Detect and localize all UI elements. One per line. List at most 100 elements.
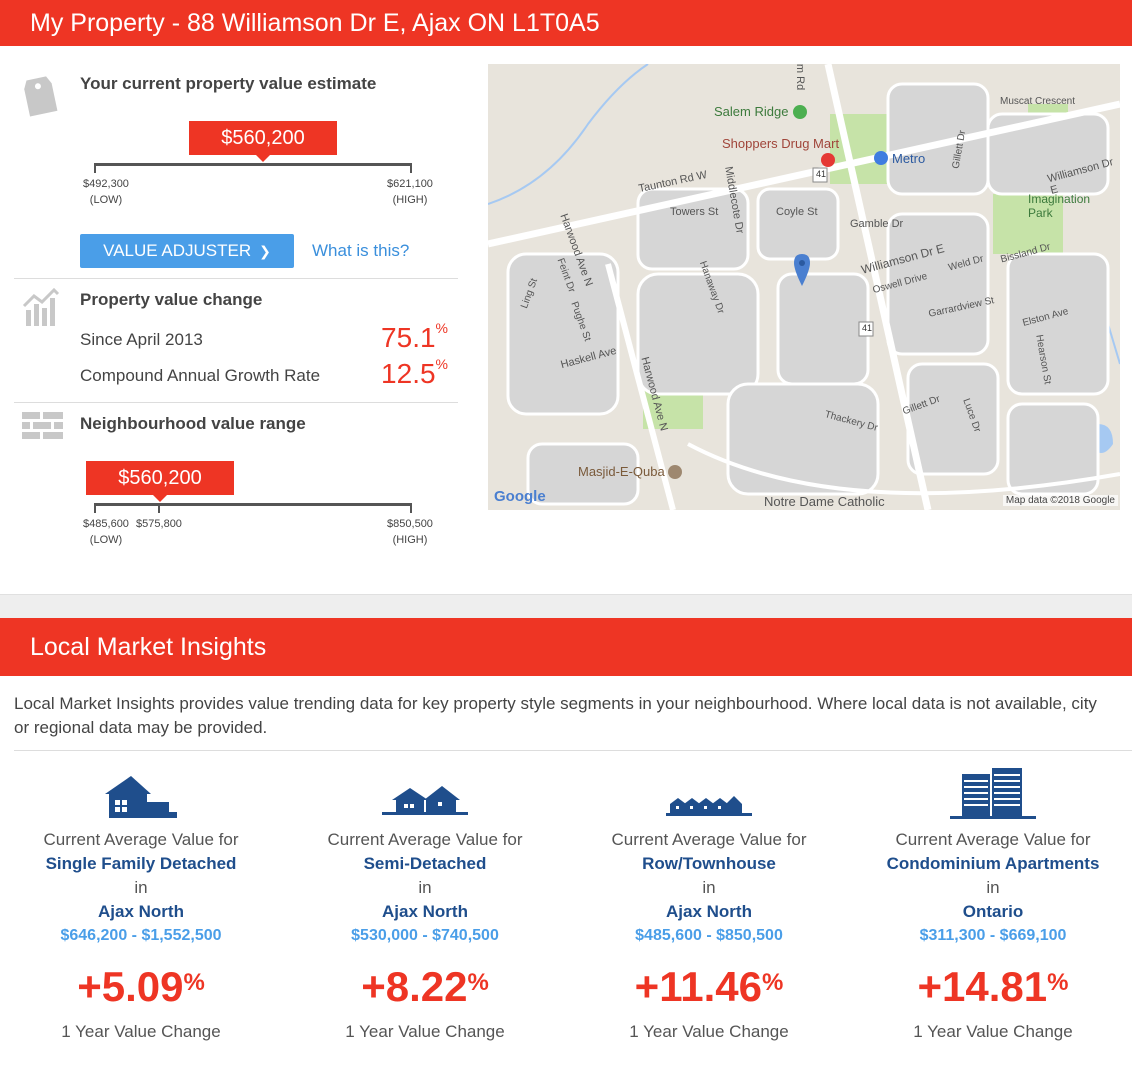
map-canvas[interactable] bbox=[488, 64, 1120, 510]
neighbourhood-value-bubble: $560,200 bbox=[86, 461, 234, 502]
property-map[interactable]: Salem Ridge em Rd Shoppers Drug Mart Met… bbox=[488, 64, 1120, 510]
neighbourhood-value: $560,200 bbox=[118, 467, 202, 489]
insight-prefix: Current Average Value for bbox=[43, 830, 239, 849]
estimate-value-bubble: $560,200 bbox=[189, 121, 337, 162]
insights-header: Local Market Insights bbox=[0, 618, 1132, 676]
divider bbox=[14, 750, 1132, 751]
value-change-title: Property value change bbox=[80, 290, 263, 309]
page-header: My Property - 88 Williamson Dr E, Ajax O… bbox=[0, 0, 1132, 46]
map-road-taunton bbox=[488, 100, 1120, 248]
map-label: 41 bbox=[862, 323, 873, 333]
estimate-high-tag: (HIGH) bbox=[392, 194, 428, 206]
page-title: My Property - 88 Williamson Dr E, Ajax O… bbox=[30, 8, 600, 37]
neighbourhood-low-value: $485,600 bbox=[83, 518, 129, 530]
insight-area: Ajax North bbox=[382, 902, 468, 921]
insight-type: Semi-Detached bbox=[363, 854, 487, 873]
insight-prefix: Current Average Value for bbox=[611, 830, 807, 849]
insight-prefix: Current Average Value for bbox=[327, 830, 523, 849]
insight-range: $646,200 - $1,552,500 bbox=[60, 927, 222, 944]
insight-change-label: 1 Year Value Change bbox=[629, 1022, 789, 1041]
insight-area: Ajax North bbox=[98, 902, 184, 921]
insights-title: Local Market Insights bbox=[30, 632, 267, 661]
map-blocks bbox=[506, 82, 1110, 506]
neighbourhood-low-label: $485,600 (LOW) bbox=[76, 516, 136, 548]
single-family-house-icon bbox=[105, 776, 177, 818]
section-divider bbox=[0, 594, 1132, 618]
insight-card-semi-detached: Current Average Value for Semi-Detached … bbox=[290, 760, 560, 1042]
map-attribution[interactable]: Map data ©2018 Google bbox=[1002, 495, 1118, 506]
map-park bbox=[993, 194, 1063, 254]
cagr-label: Compound Annual Growth Rate bbox=[80, 366, 321, 385]
map-road-41 bbox=[824, 64, 932, 510]
insight-change: +14.81% bbox=[917, 963, 1069, 1010]
map-route-41-marker bbox=[858, 321, 874, 337]
insight-in: in bbox=[418, 878, 432, 897]
map-road bbox=[687, 442, 1120, 496]
map-label: Towers St bbox=[670, 206, 719, 218]
growth-chart-icon bbox=[22, 288, 60, 326]
estimate-title: Your current property value estimate bbox=[80, 74, 377, 93]
map-stream bbox=[488, 64, 649, 205]
neighbourhood-mid-tick bbox=[158, 503, 160, 513]
insight-type: Condominium Apartments bbox=[886, 854, 1100, 873]
price-tag-icon bbox=[24, 76, 58, 117]
insight-range: $485,600 - $850,500 bbox=[635, 927, 783, 944]
neighbourhood-high-tick bbox=[410, 503, 412, 513]
map-label: Muscat Crescent bbox=[1000, 96, 1076, 107]
insight-change: +8.22% bbox=[361, 963, 489, 1010]
map-label: 41 bbox=[816, 169, 827, 179]
neighbourhood-high-tag: (HIGH) bbox=[392, 534, 428, 546]
map-label: Shoppers Drug Mart bbox=[722, 136, 840, 151]
map-road-harwood bbox=[605, 263, 676, 510]
estimate-low-label: $492,300 (LOW) bbox=[76, 176, 136, 208]
insight-type: Single Family Detached bbox=[45, 854, 237, 873]
estimate-high-value: $621,100 bbox=[387, 178, 433, 190]
map-poi-shop-icon[interactable] bbox=[874, 151, 888, 165]
since-label: Since April 2013 bbox=[80, 330, 203, 349]
map-label: Metro bbox=[892, 151, 926, 166]
neighbourhood-title: Neighbourhood value range bbox=[80, 414, 306, 433]
estimate-range-slider bbox=[94, 163, 412, 166]
map-route-41-marker bbox=[812, 167, 828, 183]
insight-card-townhouse: Current Average Value for Row/Townhouse … bbox=[574, 760, 844, 1042]
insight-in: in bbox=[986, 878, 1000, 897]
map-poi-pharmacy-icon[interactable] bbox=[821, 153, 835, 167]
map-poi-mosque-icon[interactable] bbox=[668, 465, 682, 479]
map-poi-park-icon[interactable] bbox=[793, 105, 807, 119]
map-label: em Rd bbox=[794, 64, 807, 91]
estimate-high-tick bbox=[410, 163, 412, 173]
map-label: Salem Ridge bbox=[714, 104, 789, 119]
neighbourhood-high-value: $850,500 bbox=[387, 518, 433, 530]
townhouse-icon bbox=[666, 796, 752, 816]
value-adjuster-button[interactable]: VALUE ADJUSTER ❯ bbox=[80, 234, 294, 268]
since-value: 75.1% bbox=[381, 320, 448, 353]
condo-building-icon bbox=[950, 768, 1036, 819]
chevron-right-icon: ❯ bbox=[259, 242, 271, 259]
estimate-low-tag: (LOW) bbox=[89, 194, 123, 206]
insight-in: in bbox=[702, 878, 716, 897]
insight-area: Ontario bbox=[962, 902, 1024, 921]
estimate-high-label: $621,100 (HIGH) bbox=[380, 176, 440, 208]
divider bbox=[14, 278, 458, 279]
estimate-low-tick bbox=[94, 163, 96, 173]
insight-change: +5.09% bbox=[77, 963, 205, 1010]
neighbourhood-high-label: $850,500 (HIGH) bbox=[380, 516, 440, 548]
what-is-this-link[interactable]: What is this? bbox=[312, 241, 410, 260]
divider bbox=[14, 402, 458, 403]
insight-type: Row/Townhouse bbox=[642, 854, 776, 873]
estimate-low-value: $492,300 bbox=[83, 178, 129, 190]
insight-range: $530,000 - $740,500 bbox=[351, 927, 499, 944]
insight-change-label: 1 Year Value Change bbox=[345, 1022, 505, 1041]
cagr-value: 12.5% bbox=[381, 356, 448, 389]
map-location-pin[interactable] bbox=[794, 254, 810, 286]
brick-wall-icon bbox=[22, 412, 63, 439]
map-label: Coyle St bbox=[776, 206, 818, 218]
insight-prefix: Current Average Value for bbox=[895, 830, 1091, 849]
map-label: Masjid-E-Quba bbox=[578, 464, 665, 479]
insight-in: in bbox=[134, 878, 148, 897]
insight-card-condo: Current Average Value for Condominium Ap… bbox=[858, 760, 1128, 1042]
insight-card-single-family: Current Average Value for Single Family … bbox=[6, 760, 276, 1042]
insight-change: +11.46% bbox=[634, 963, 784, 1010]
map-label: Imagination Park bbox=[1028, 192, 1091, 220]
map-label: Notre Dame Catholic bbox=[764, 494, 885, 509]
